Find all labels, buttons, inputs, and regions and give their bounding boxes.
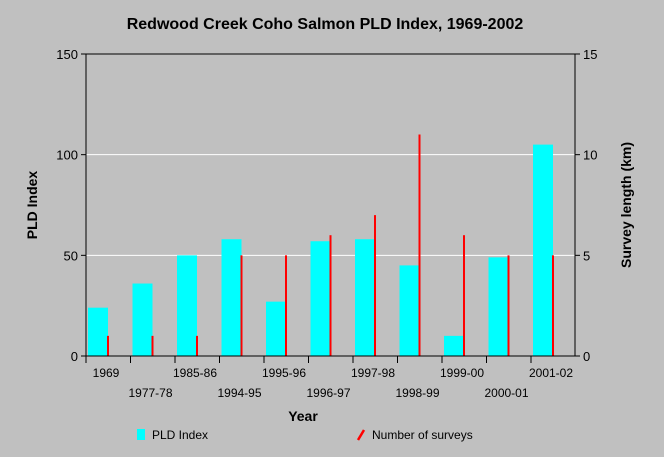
x-axis-ticks: 19691977-781985-861994-951995-961996-971… — [85, 356, 573, 400]
bar-pld-index — [266, 301, 286, 356]
bar-pld-index — [488, 257, 509, 356]
bar-pld-index — [444, 335, 464, 356]
legend-swatch-pld-index — [137, 429, 145, 440]
x-tick-label: 2000-01 — [484, 386, 528, 400]
x-tick-label: 1998-99 — [395, 386, 439, 400]
y2-tick-label: 5 — [583, 248, 590, 263]
legend: PLD Index Number of surveys — [137, 428, 473, 442]
bar-pld-index — [355, 239, 375, 356]
legend-swatch-number-of-surveys — [356, 429, 366, 441]
y-axis-label: PLD Index — [24, 171, 40, 240]
bar-pld-index — [177, 255, 197, 356]
x-tick-label: 1999-00 — [440, 366, 484, 380]
bar-pld-index — [399, 265, 420, 356]
bar-pld-index — [221, 239, 242, 356]
bar-pld-index — [310, 241, 331, 356]
y-tick-label: 150 — [56, 47, 78, 62]
x-tick-label: 1997-98 — [351, 366, 395, 380]
legend-label-number-of-surveys: Number of surveys — [372, 428, 473, 442]
x-tick-label: 1977-78 — [128, 386, 172, 400]
axes — [85, 54, 576, 357]
x-tick-label: 1969 — [93, 366, 120, 380]
x-axis-label: Year — [288, 408, 318, 424]
y-axis-ticks: 0 50 100 150 — [56, 47, 86, 364]
chart-title: Redwood Creek Coho Salmon PLD Index, 196… — [127, 16, 524, 33]
y2-tick-label: 15 — [583, 47, 597, 62]
legend-label-pld-index: PLD Index — [152, 428, 208, 442]
x-tick-label: 1985-86 — [173, 366, 217, 380]
y-tick-label: 0 — [71, 349, 78, 364]
y2-tick-label: 0 — [583, 349, 590, 364]
y2-tick-label: 10 — [583, 148, 597, 163]
survey-lines — [107, 134, 554, 356]
y2-axis-label: Survey length (km) — [618, 142, 634, 268]
x-tick-label: 1995-96 — [262, 366, 306, 380]
bar-pld-index — [132, 283, 153, 356]
x-tick-label: 2001-02 — [529, 366, 573, 380]
bar-pld-index — [533, 144, 553, 356]
y2-axis-ticks: 0 5 10 15 — [575, 47, 597, 364]
x-tick-label: 1996-97 — [306, 386, 350, 400]
y-tick-label: 50 — [64, 248, 78, 263]
x-tick-label: 1994-95 — [217, 386, 261, 400]
y-tick-label: 100 — [56, 148, 78, 163]
bar-pld-index — [88, 307, 108, 356]
pld-index-bars — [88, 144, 553, 356]
